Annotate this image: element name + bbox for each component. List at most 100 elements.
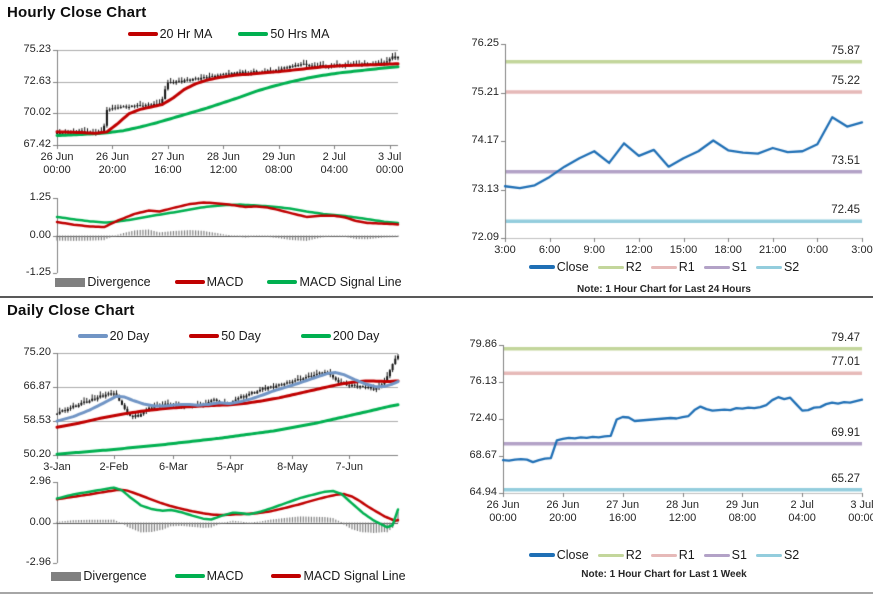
y-tick-label: 0.00 (29, 228, 51, 241)
legend-label: S2 (783, 548, 800, 562)
daily-price-legend: 20 Day 50 Day 200 Day (45, 329, 412, 343)
line-swatch-icon (238, 32, 269, 36)
line-swatch-icon (174, 280, 205, 284)
x-tick-label: 29 Jun 08:00 (262, 151, 296, 176)
daily-section-title: Daily Close Chart (7, 302, 135, 319)
legend-label: Close (556, 260, 589, 274)
y-tick-label: 70.02 (23, 106, 51, 119)
y-tick-label: 79.86 (469, 338, 497, 350)
section-divider (0, 296, 873, 298)
y-tick-label: 68.67 (469, 449, 497, 461)
x-tick-label: 15:00 (669, 244, 698, 256)
bar-swatch-icon (55, 277, 86, 287)
x-tick-label: 6:00 (538, 244, 561, 256)
y-tick-label: 58.53 (23, 414, 51, 426)
legend-item: S2 (755, 260, 800, 274)
legend-label: R1 (678, 260, 695, 274)
level-label-s1: 73.51 (831, 154, 860, 167)
hourly-section-title: Hourly Close Chart (7, 4, 147, 21)
legend-label: 50 Day (221, 329, 261, 343)
y-tick-label: 1.25 (29, 191, 51, 203)
y-tick-label: 72.63 (23, 74, 51, 87)
y-tick-label: 74.17 (471, 134, 499, 146)
y-tick-label: 76.13 (469, 375, 497, 387)
legend-label: MACD (206, 275, 244, 289)
legend-item: Close (528, 260, 589, 274)
level-label-s2: 65.27 (831, 472, 860, 485)
legend-label: Divergence (83, 569, 147, 583)
legend-label: R1 (678, 548, 695, 562)
y-tick-label: 76.25 (471, 37, 499, 49)
x-tick-label: 7-Jun (335, 461, 364, 473)
level-label-r2: 79.47 (831, 331, 860, 344)
y-tick-label: 72.40 (469, 412, 497, 424)
legend-item: R2 (597, 260, 642, 274)
y-tick-label: 66.87 (23, 379, 51, 392)
x-tick-label: 26 Jun 00:00 (486, 499, 520, 524)
x-tick-label: 27 Jun 16:00 (606, 499, 640, 524)
legend-label: S2 (783, 260, 800, 274)
y-tick-label: 2.96 (29, 475, 51, 487)
x-tick-label: 5-Apr (216, 461, 244, 473)
legend-item: 50 Day (189, 329, 261, 343)
x-tick-label: 12:00 (625, 244, 653, 256)
line-swatch-icon (650, 553, 677, 557)
x-tick-label: 29 Jun 08:00 (725, 499, 759, 524)
legend-item: R1 (650, 548, 695, 562)
y-tick-label: 50.20 (23, 448, 51, 460)
legend-item: MACD (174, 275, 244, 289)
x-tick-label: 0:00 (806, 244, 829, 256)
x-tick-label: 2 Jul 04:00 (788, 499, 816, 524)
level-label-r1: 77.01 (831, 356, 860, 369)
line-swatch-icon (597, 265, 624, 269)
daily-macd-legend: Divergence MACD MACD Signal Line (45, 569, 412, 583)
legend-label: S1 (731, 260, 747, 274)
y-tick-label: -1.25 (25, 266, 51, 278)
line-swatch-icon (271, 574, 302, 578)
y-tick-label: 72.09 (471, 231, 499, 243)
legend-item: Close (528, 548, 589, 562)
x-tick-label: 3:00 (494, 244, 516, 256)
x-tick-label: 26 Jun 00:00 (40, 151, 74, 176)
legend-item: MACD Signal Line (271, 569, 406, 583)
hourly-macd-chart (44, 186, 412, 290)
legend-item: 20 Day (77, 329, 150, 343)
legend-item: S1 (703, 548, 747, 562)
y-tick-label: 75.23 (23, 43, 51, 55)
hourly-close-levels-chart (490, 30, 872, 254)
legend-label: MACD (206, 569, 244, 583)
line-swatch-icon (703, 265, 730, 269)
legend-item: MACD Signal Line (267, 275, 402, 289)
daily-macd-chart (44, 469, 412, 579)
line-swatch-icon (189, 334, 220, 338)
legend-item: S2 (755, 548, 800, 562)
legend-label: MACD Signal Line (303, 569, 406, 583)
x-tick-label: 3:00 (851, 244, 873, 256)
weekly-levels-legend: Close R2 R1 S1 S2 (460, 548, 868, 562)
legend-label: R2 (625, 548, 642, 562)
line-swatch-icon (597, 553, 624, 557)
x-tick-label: 3 Jul 00:00 (848, 499, 873, 524)
line-swatch-icon (300, 334, 331, 338)
y-tick-label: 0.00 (29, 515, 51, 528)
x-tick-label: 21:00 (758, 244, 787, 256)
line-swatch-icon (528, 553, 555, 557)
legend-item: S1 (703, 260, 747, 274)
y-tick-label: 75.20 (23, 346, 51, 358)
line-swatch-icon (703, 553, 730, 557)
legend-label: 20 Day (109, 329, 150, 343)
x-tick-label: 26 Jun 20:00 (546, 499, 580, 524)
line-swatch-icon (528, 265, 555, 269)
bar-swatch-icon (51, 571, 82, 581)
x-tick-label: 2 Jul 04:00 (320, 151, 348, 176)
x-tick-label: 2-Feb (99, 461, 129, 473)
line-swatch-icon (174, 574, 205, 578)
legend-label: Close (556, 548, 589, 562)
y-tick-label: 67.42 (23, 138, 51, 150)
x-tick-label: 6-Mar (158, 461, 188, 473)
legend-item: Divergence (51, 569, 147, 583)
line-swatch-icon (267, 280, 298, 284)
legend-label: Divergence (87, 275, 151, 289)
level-label-s2: 72.45 (831, 204, 860, 217)
x-tick-label: 26 Jun 20:00 (95, 151, 129, 176)
